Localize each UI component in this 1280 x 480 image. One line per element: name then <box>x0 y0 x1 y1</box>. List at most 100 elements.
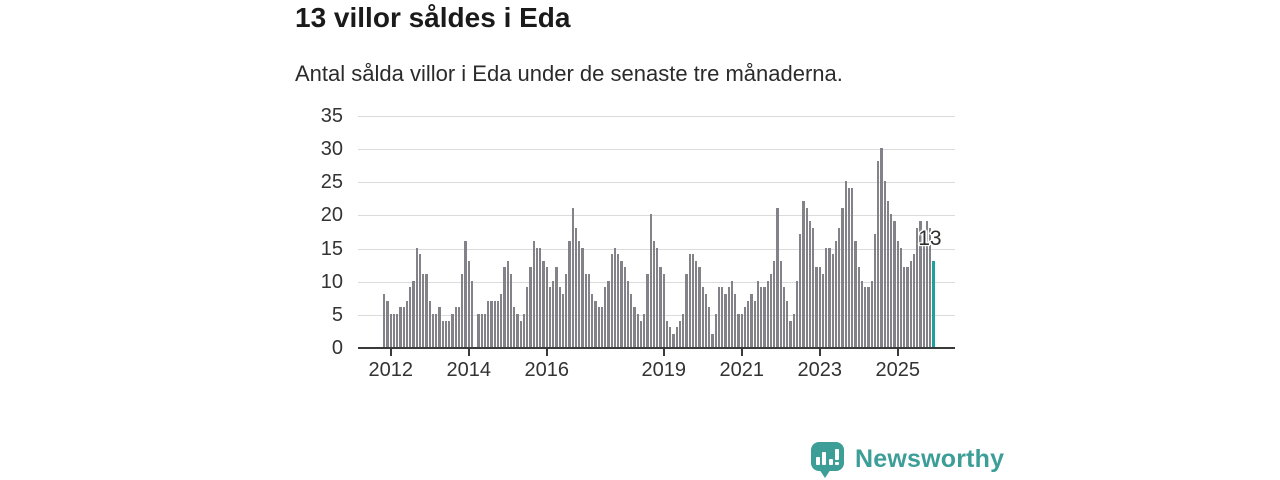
bar <box>802 201 805 347</box>
bar <box>665 320 669 347</box>
bar <box>581 247 584 347</box>
speech-bubble-bar-chart-icon <box>811 442 844 471</box>
bar <box>535 247 539 347</box>
bar <box>854 240 857 347</box>
bar <box>503 267 506 347</box>
bar <box>912 254 916 347</box>
y-axis: 0 5 10 15 20 25 30 35 <box>288 106 343 358</box>
bar <box>769 274 773 347</box>
bar <box>925 221 929 347</box>
bar <box>639 320 643 347</box>
bar <box>529 267 532 347</box>
bar <box>477 313 480 347</box>
bar <box>552 280 555 347</box>
bar <box>743 307 747 347</box>
bar <box>753 300 756 347</box>
chart-subtitle: Antal sålda villor i Eda under de senast… <box>295 61 843 86</box>
bar <box>464 240 467 347</box>
bar <box>604 287 607 347</box>
bar <box>691 254 695 347</box>
y-axis-label: 20 <box>320 204 343 227</box>
bar <box>610 254 613 347</box>
bar <box>841 207 844 347</box>
bar <box>633 307 636 347</box>
bar <box>444 320 448 347</box>
x-axis-label: 2021 <box>719 359 764 381</box>
bar <box>828 247 831 347</box>
bar <box>438 307 441 347</box>
bar <box>558 287 561 347</box>
x-axis-label: 2025 <box>875 359 920 381</box>
bar <box>389 313 392 347</box>
bar <box>704 293 708 347</box>
bar <box>821 274 825 347</box>
bar <box>805 207 808 347</box>
bar <box>565 274 568 347</box>
bar <box>919 221 922 347</box>
bar <box>857 267 860 347</box>
bar <box>825 247 828 347</box>
bar <box>864 287 867 347</box>
x-axis-label: 2019 <box>641 359 686 381</box>
bar <box>457 307 461 347</box>
bar <box>678 320 682 347</box>
bar <box>906 267 909 347</box>
bar <box>870 280 873 347</box>
bar <box>727 287 730 347</box>
bar <box>922 234 925 347</box>
bar <box>847 187 851 347</box>
bar <box>724 293 727 347</box>
bar <box>480 313 483 347</box>
bar <box>425 274 428 347</box>
bar <box>571 207 574 347</box>
bar <box>834 240 838 347</box>
bar <box>799 234 802 347</box>
bar <box>405 300 409 347</box>
bar <box>532 240 535 347</box>
bar <box>652 240 656 347</box>
bar <box>763 287 766 347</box>
bar <box>636 313 639 347</box>
bar <box>890 214 893 347</box>
bar <box>721 287 724 347</box>
bar <box>685 274 688 347</box>
x-axis-label: 2016 <box>524 359 569 381</box>
bar <box>516 313 519 347</box>
logo-bar-icon <box>822 452 827 465</box>
bar <box>899 247 903 347</box>
bar <box>574 227 578 347</box>
bar <box>688 254 691 347</box>
bar <box>506 260 509 347</box>
bar <box>896 240 899 347</box>
bar <box>886 201 890 347</box>
bar <box>873 234 877 347</box>
x-axis-label: 2014 <box>446 359 491 381</box>
bar <box>695 260 698 347</box>
bar <box>613 247 617 347</box>
bar <box>656 247 659 347</box>
bar <box>545 267 548 347</box>
x-axis-tick <box>545 349 548 356</box>
bar <box>630 293 633 347</box>
bar <box>597 307 600 347</box>
bar <box>448 320 451 347</box>
bar <box>402 307 405 347</box>
bar <box>844 181 847 347</box>
x-axis-label: 2023 <box>797 359 842 381</box>
bar <box>555 267 558 347</box>
bar <box>519 320 522 347</box>
newsworthy-logo-text: Newsworthy <box>855 445 1005 473</box>
bar <box>467 260 470 347</box>
y-axis-label: 0 <box>331 337 343 359</box>
bar <box>776 207 779 347</box>
bar <box>734 293 737 347</box>
y-axis-label: 30 <box>320 138 343 161</box>
logo-bar-icon <box>815 457 820 465</box>
bar <box>747 300 750 347</box>
bar <box>760 287 763 347</box>
bar <box>412 280 415 347</box>
bar <box>893 221 896 347</box>
bar <box>561 293 565 347</box>
bar <box>737 313 740 347</box>
bar <box>929 227 932 347</box>
